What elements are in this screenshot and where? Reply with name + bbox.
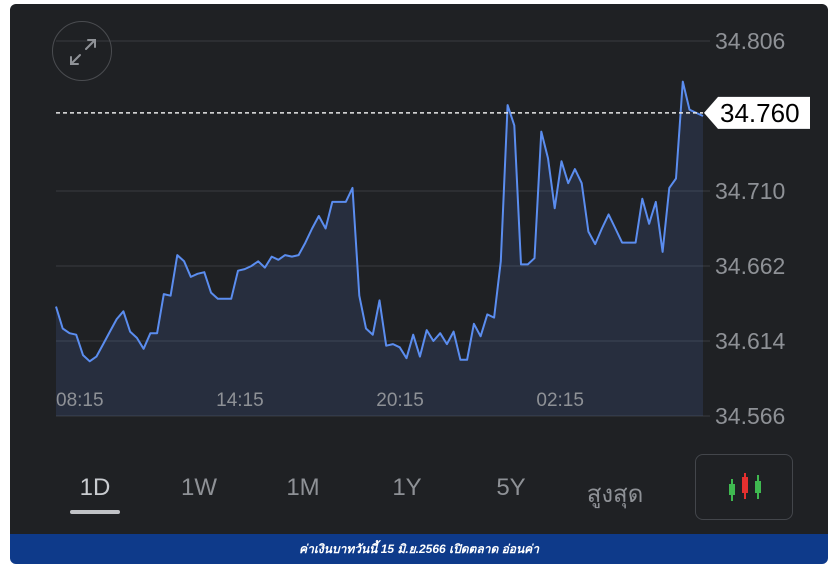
- y-tick-label: 34.662: [715, 253, 785, 279]
- active-tab-indicator: [70, 510, 120, 514]
- x-tick-label: 20:15: [376, 390, 424, 411]
- price-line-chart[interactable]: 34.806 34.710 34.662 34.614 34.566 08:15 14:1…: [10, 4, 828, 444]
- tab-1m[interactable]: 1M: [286, 474, 320, 501]
- current-price-tag: 34.760: [704, 96, 810, 129]
- x-tick-label: 08:15: [56, 390, 104, 411]
- y-tick-label: 34.566: [715, 403, 785, 429]
- stock-chart-panel: 34.806 34.710 34.662 34.614 34.566 08:15 14:1…: [10, 4, 828, 534]
- tab-max[interactable]: สูงสุด: [586, 481, 644, 508]
- expand-button[interactable]: [52, 21, 112, 81]
- x-tick-label: 02:15: [536, 390, 584, 411]
- y-tick-label: 34.614: [715, 328, 786, 354]
- y-tick-label: 34.806: [715, 28, 785, 54]
- expand-icon: [70, 39, 96, 65]
- tab-1w[interactable]: 1W: [181, 474, 217, 501]
- tab-1d[interactable]: 1D: [79, 474, 111, 501]
- price-line: [55, 80, 704, 363]
- x-tick-label: 14:15: [216, 390, 264, 411]
- y-tick-label: 34.710: [715, 178, 785, 204]
- current-price-label: 34.760: [720, 98, 800, 128]
- candlestick-toggle-button[interactable]: [695, 454, 793, 520]
- time-range-tabs: 1D 1W 1M 1Y 5Y สูงสุด: [10, 444, 828, 534]
- candlestick-icon: [729, 473, 761, 501]
- tab-5y[interactable]: 5Y: [496, 474, 526, 501]
- price-area-fill: [56, 81, 703, 416]
- caption-bar: ค่าเงินบาทวันนี้ 15 มิ.ย.2566 เปิดตลาด อ…: [10, 534, 828, 564]
- tab-1y[interactable]: 1Y: [392, 474, 422, 501]
